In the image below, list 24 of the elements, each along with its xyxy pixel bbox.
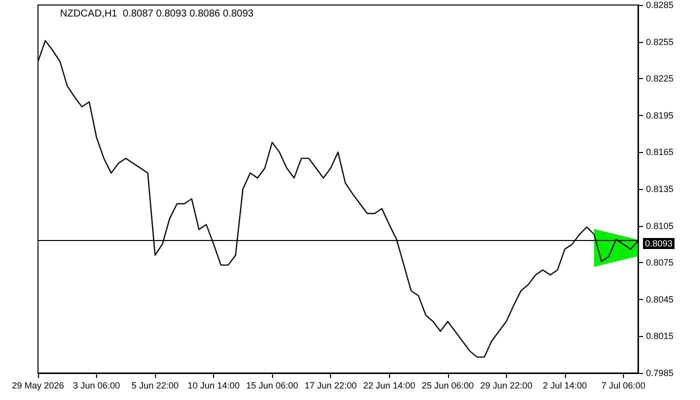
y-tick-label: 0.8165	[646, 147, 674, 158]
y-tick-label: 0.8195	[646, 110, 674, 120]
x-tick-label: 25 Jun 06:00	[422, 380, 474, 390]
y-tick-label: 0.8045	[646, 294, 674, 304]
y-tick-label: 0.8105	[646, 220, 674, 231]
chart-title: NZDCAD,H1 0.8087 0.8093 0.8086 0.8093	[60, 8, 254, 20]
y-tick-label: 0.8075	[646, 258, 674, 268]
x-tick-label: 10 Jun 14:00	[188, 380, 240, 390]
ref-line-label: 0.8093	[645, 238, 673, 249]
y-tick-label: 0.8015	[646, 331, 674, 342]
y-tick-label: 0.8225	[646, 74, 674, 84]
y-tick-label: 0.8285	[646, 0, 674, 10]
y-tick-label: 0.7985	[646, 368, 674, 378]
x-tick-label: 17 Jun 22:00	[304, 380, 357, 390]
x-tick-label: 29 Jun 22:00	[480, 380, 532, 390]
x-tick-label: 7 Jul 06:00	[601, 380, 646, 390]
x-tick-label: 2 Jul 14:00	[542, 380, 587, 390]
y-tick-label: 0.8255	[646, 36, 674, 47]
x-tick-label: 15 Jun 06:00	[246, 380, 298, 390]
x-tick-label: 3 Jun 06:00	[73, 380, 120, 390]
y-tick-label: 0.8135	[646, 184, 674, 194]
x-tick-label: 29 May 2026	[12, 380, 64, 390]
x-tick-label: 22 Jun 14:00	[363, 380, 416, 390]
x-tick-label: 5 Jun 22:00	[132, 380, 179, 390]
